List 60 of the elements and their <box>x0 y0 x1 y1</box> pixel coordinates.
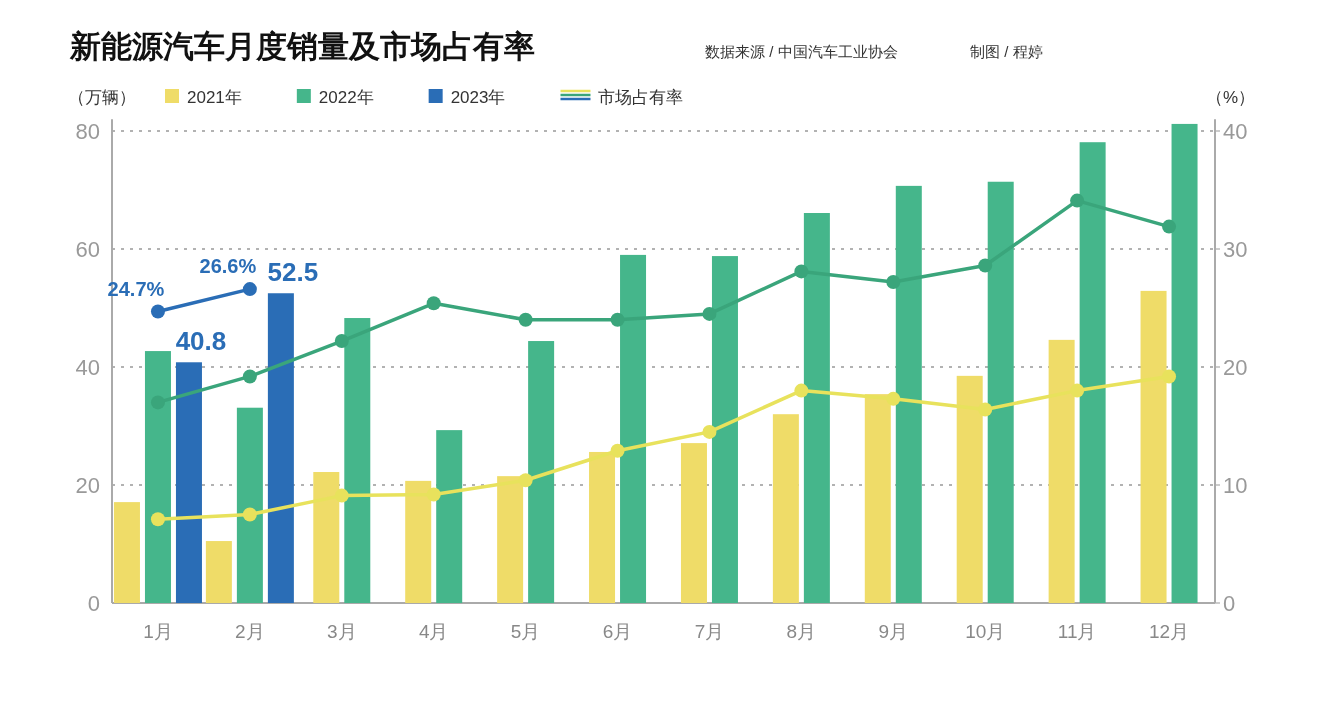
x-tick-label: 3月 <box>327 621 357 642</box>
y2-tick-label: 20 <box>1223 355 1248 380</box>
point <box>150 304 165 319</box>
legend-label: 市场占有率 <box>598 88 684 107</box>
point <box>886 275 901 290</box>
point <box>1162 369 1177 384</box>
x-tick-label: 5月 <box>510 621 541 642</box>
text: 制图 / 程婷 <box>970 43 1043 60</box>
legend-label: 2022年 <box>318 88 374 107</box>
point <box>610 443 625 458</box>
x-tick-label: 11月 <box>1057 621 1097 642</box>
x-tick-label: 4月 <box>418 621 449 642</box>
x-tick-label: 6月 <box>602 621 633 642</box>
legend-label: 2023年 <box>450 88 506 107</box>
point <box>242 369 257 384</box>
x-tick-label: 12月 <box>1148 621 1190 642</box>
point <box>426 487 441 502</box>
point <box>150 512 165 527</box>
y-tick-label: 60 <box>75 237 100 262</box>
y-tick-label: 80 <box>75 119 100 144</box>
point <box>1070 383 1085 398</box>
x-tick-label: 1月 <box>143 621 173 642</box>
point <box>1162 219 1177 234</box>
y2-axis-title: （%） <box>1205 88 1255 107</box>
source-note: 数据来源 / 中国汽车工业协会 <box>705 43 898 60</box>
x-tick-label: 8月 <box>786 621 817 642</box>
y-axis-title: （万辆） <box>68 88 136 107</box>
x-tick-label: 2月 <box>235 621 265 642</box>
point <box>886 391 901 406</box>
data-label: 26.6% <box>199 255 257 278</box>
chart-title: 新能源汽车月度销量及市场占有率 <box>69 29 535 64</box>
point <box>978 258 993 273</box>
point <box>518 473 533 488</box>
data-label: 52.5 <box>267 257 319 288</box>
y-tick-label: 40 <box>75 355 100 380</box>
point <box>242 282 257 297</box>
y2-tick-label: 0 <box>1223 591 1236 616</box>
point <box>978 402 993 417</box>
point <box>518 312 533 327</box>
legend-label: 2021年 <box>187 88 242 107</box>
point <box>702 424 717 439</box>
point <box>242 507 257 522</box>
x-tick-label: 7月 <box>694 621 725 642</box>
y2-tick-label: 30 <box>1223 237 1248 262</box>
x-tick-label: 9月 <box>878 621 909 642</box>
point <box>610 312 625 327</box>
point <box>1070 193 1085 208</box>
point <box>702 306 717 321</box>
point <box>794 383 809 398</box>
y2-tick-label: 40 <box>1223 119 1248 144</box>
point <box>334 334 349 349</box>
y2-tick-label: 10 <box>1223 473 1248 498</box>
data-label: 24.7% <box>107 277 165 300</box>
x-tick-label: 10月 <box>965 621 1006 642</box>
y-tick-label: 0 <box>87 591 100 616</box>
data-label: 40.8 <box>175 326 227 357</box>
point <box>794 264 809 279</box>
y-tick-label: 20 <box>75 473 100 498</box>
point <box>426 296 441 311</box>
point <box>334 488 349 503</box>
